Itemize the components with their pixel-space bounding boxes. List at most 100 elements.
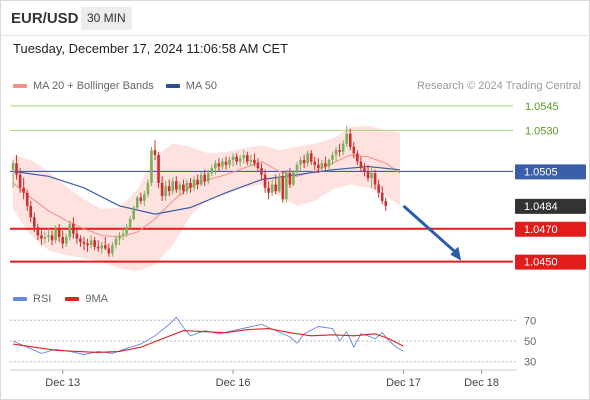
level-tag-bg [515, 254, 586, 270]
candle-body [341, 143, 345, 152]
candle-body [288, 173, 292, 185]
candle-body [295, 164, 299, 172]
legend-9ma-label: 9MA [85, 293, 108, 305]
candle-body [324, 163, 327, 167]
candle-body [217, 163, 221, 167]
rsi-tick-label: 50 [524, 336, 536, 348]
candle-body [61, 237, 64, 244]
candle-body [246, 155, 249, 162]
candle-body [143, 194, 146, 201]
candle-body [384, 200, 388, 206]
candle-body [185, 182, 189, 192]
candle-body [54, 228, 57, 241]
candle-body [171, 181, 175, 192]
x-tick-label: Dec 13 [45, 377, 80, 389]
level-label-current: 1.0484 [524, 201, 558, 213]
candle-body [238, 158, 242, 162]
level-tag-pivot: 1.0505 [515, 164, 586, 180]
candle-body [93, 240, 96, 247]
candle-body [75, 233, 79, 239]
candle-body [86, 243, 89, 246]
candle-body [292, 171, 295, 185]
forecast-arrow-shaft [402, 204, 460, 256]
candle-body [221, 161, 224, 167]
candle-body [352, 146, 356, 154]
candle-body [15, 163, 18, 175]
legend-rsi-swatch [13, 297, 27, 301]
candle-body [111, 245, 114, 254]
candle-body [175, 181, 178, 190]
candle-body [377, 184, 380, 193]
level-tag-current: 1.0484 [515, 198, 586, 214]
candle-body [224, 161, 228, 165]
candle-body [214, 163, 217, 169]
level-label-resistance: 1.0530 [525, 125, 559, 137]
rsi-tick-label: 70 [524, 315, 536, 327]
candle-body [196, 179, 199, 185]
candle-body [235, 156, 238, 162]
datetime-label: Tuesday, December 17, 2024 11:06:58 AM C… [13, 41, 289, 56]
candle-body [231, 156, 235, 160]
candle-body [192, 179, 196, 188]
candle-body [309, 153, 313, 162]
candle-body [22, 187, 25, 193]
candle-body [125, 227, 128, 234]
candle-body [79, 238, 82, 242]
price-legend: MA 20 + Bollinger Bands MA 50 [13, 80, 229, 92]
candle-body [359, 161, 363, 169]
candle-body [253, 159, 256, 164]
candle-body [317, 164, 320, 169]
level-label-support: 1.0450 [524, 257, 558, 269]
legend-ma20-swatch [13, 84, 27, 88]
candle-body [153, 150, 157, 156]
candle-body [104, 245, 107, 249]
symbol-label: EUR/USD [11, 10, 79, 27]
candle-body [157, 155, 160, 183]
candle-body [135, 197, 139, 208]
timeframe-badge[interactable]: 30 MIN [81, 7, 132, 30]
candle-body [345, 133, 348, 144]
candle-body [139, 197, 143, 201]
chart-header: EUR/USD 30 MIN [0, 0, 590, 36]
legend-9ma: 9MA [65, 293, 108, 305]
candle-body [29, 205, 33, 218]
candle-body [370, 173, 373, 178]
candle-body [89, 240, 93, 246]
candle-body [306, 153, 309, 164]
candle-body [118, 235, 121, 239]
candle-body [36, 227, 40, 236]
candle-body [40, 235, 43, 239]
level-label-resistance: 1.0545 [525, 101, 559, 113]
candle-body [285, 173, 288, 200]
candle-body [249, 159, 253, 162]
rsi-9ma-line [12, 328, 404, 353]
candle-body [68, 223, 72, 238]
candle-body [64, 237, 68, 244]
candle-body [256, 163, 260, 169]
level-label-pivot: 1.0505 [524, 166, 558, 178]
candle-body [270, 184, 274, 193]
candle-body [164, 186, 167, 197]
candle-body [242, 155, 246, 159]
candle-body [167, 186, 171, 192]
candle-body [18, 174, 22, 188]
candle-body [25, 192, 29, 206]
candle-body [338, 150, 341, 152]
x-tick-label: Dec 16 [216, 377, 251, 389]
candle-body [331, 155, 334, 160]
candle-body [267, 187, 270, 193]
candle-body [82, 241, 86, 244]
candle-body [263, 174, 267, 188]
level-tag-bg [515, 164, 586, 180]
candle-body [43, 237, 47, 239]
rsi-legend: RSI 9MA [13, 293, 122, 305]
rsi-tick-label: 30 [524, 357, 536, 369]
forecast-arrow-head [450, 246, 462, 261]
x-tick-label: Dec 18 [464, 377, 499, 389]
x-tick-label: Dec 17 [386, 377, 421, 389]
candle-body [363, 168, 366, 172]
candle-body [299, 159, 302, 165]
candle-body [228, 159, 231, 165]
candle-body [356, 153, 359, 162]
level-tag-bg [515, 221, 586, 237]
